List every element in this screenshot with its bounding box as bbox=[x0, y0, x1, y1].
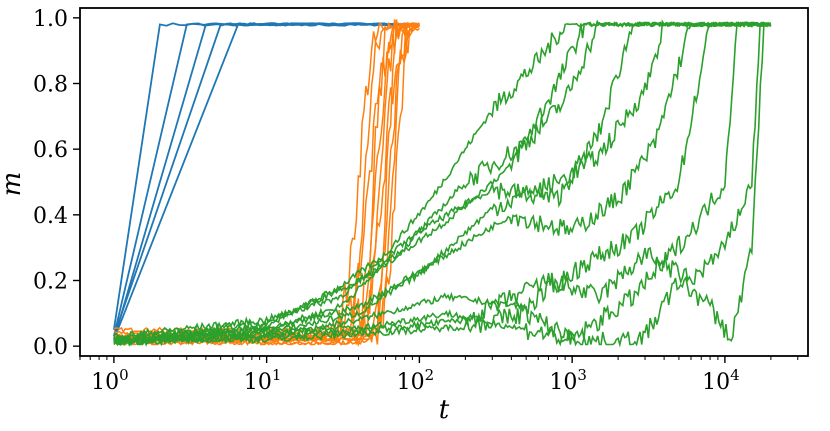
x-tick-label-1: 100 bbox=[91, 366, 129, 395]
green-series-line-7 bbox=[113, 21, 772, 348]
green-series-line-9 bbox=[113, 21, 771, 347]
y-axis-label: m bbox=[0, 172, 27, 197]
green-series-line-4 bbox=[113, 21, 772, 344]
green-series-line-10 bbox=[113, 22, 772, 348]
y-tick-label-3: 0.4 bbox=[33, 204, 68, 229]
x-axis-label: t bbox=[439, 395, 450, 425]
y-tick-label-2: 0.2 bbox=[33, 269, 68, 294]
y-tick-label-5: 0.8 bbox=[33, 73, 68, 98]
x-tick-label-5: 104 bbox=[702, 366, 740, 395]
y-ticks: 0.0 0.2 0.4 0.6 0.8 1.0 bbox=[33, 7, 80, 360]
x-ticks: 100 101 102 103 104 bbox=[79, 356, 799, 395]
x-tick-label-4: 103 bbox=[549, 366, 587, 395]
y-tick-label-1: 0.0 bbox=[33, 335, 68, 360]
x-tick-label-2: 101 bbox=[244, 366, 282, 395]
series-layer bbox=[113, 19, 772, 348]
y-tick-label-4: 0.6 bbox=[33, 138, 68, 163]
plot-frame bbox=[79, 7, 809, 357]
x-tick-label-3: 102 bbox=[397, 366, 435, 395]
y-tick-label-6: 1.0 bbox=[33, 7, 68, 32]
